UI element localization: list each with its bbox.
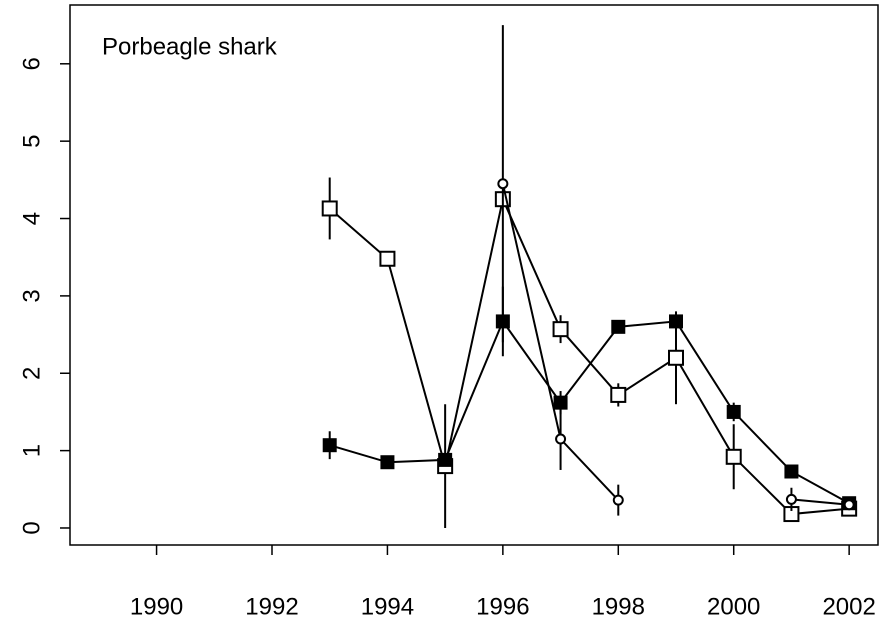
series-line	[329, 195, 850, 516]
marker	[725, 448, 742, 465]
y-tick-label: 0	[18, 521, 45, 534]
marker	[555, 433, 567, 445]
marker	[668, 349, 684, 366]
marker	[610, 386, 627, 403]
y-tick-label: 6	[18, 57, 45, 70]
x-tick-label: 1996	[476, 593, 529, 620]
x-tick-label: 2002	[822, 593, 875, 620]
marker	[322, 438, 337, 453]
marker	[380, 455, 395, 470]
marker	[379, 250, 396, 267]
marker	[612, 494, 624, 506]
marker	[552, 321, 569, 338]
x-tick-label: 1994	[361, 593, 414, 620]
marker	[669, 314, 683, 329]
x-tick-label: 1998	[592, 593, 645, 620]
marker	[726, 404, 741, 419]
marker	[553, 395, 568, 410]
x-tick-label: 1990	[130, 593, 183, 620]
plot-box	[69, 4, 879, 546]
marker	[784, 464, 799, 479]
y-tick-label: 4	[18, 212, 45, 225]
x-tick-label: 1992	[245, 593, 298, 620]
y-tick-label: 3	[18, 289, 45, 302]
y-tick-label: 2	[18, 367, 45, 380]
annotation: Porbeagle shark	[102, 33, 278, 60]
marker	[611, 319, 626, 334]
marker	[843, 499, 855, 511]
x-tick-label: 2000	[707, 593, 760, 620]
marker	[785, 493, 797, 505]
y-tick-label: 5	[18, 134, 45, 147]
marker	[438, 452, 453, 467]
y-tick-label: 1	[18, 444, 45, 457]
marker	[321, 200, 338, 217]
series-line	[329, 319, 850, 505]
marker	[497, 178, 509, 190]
